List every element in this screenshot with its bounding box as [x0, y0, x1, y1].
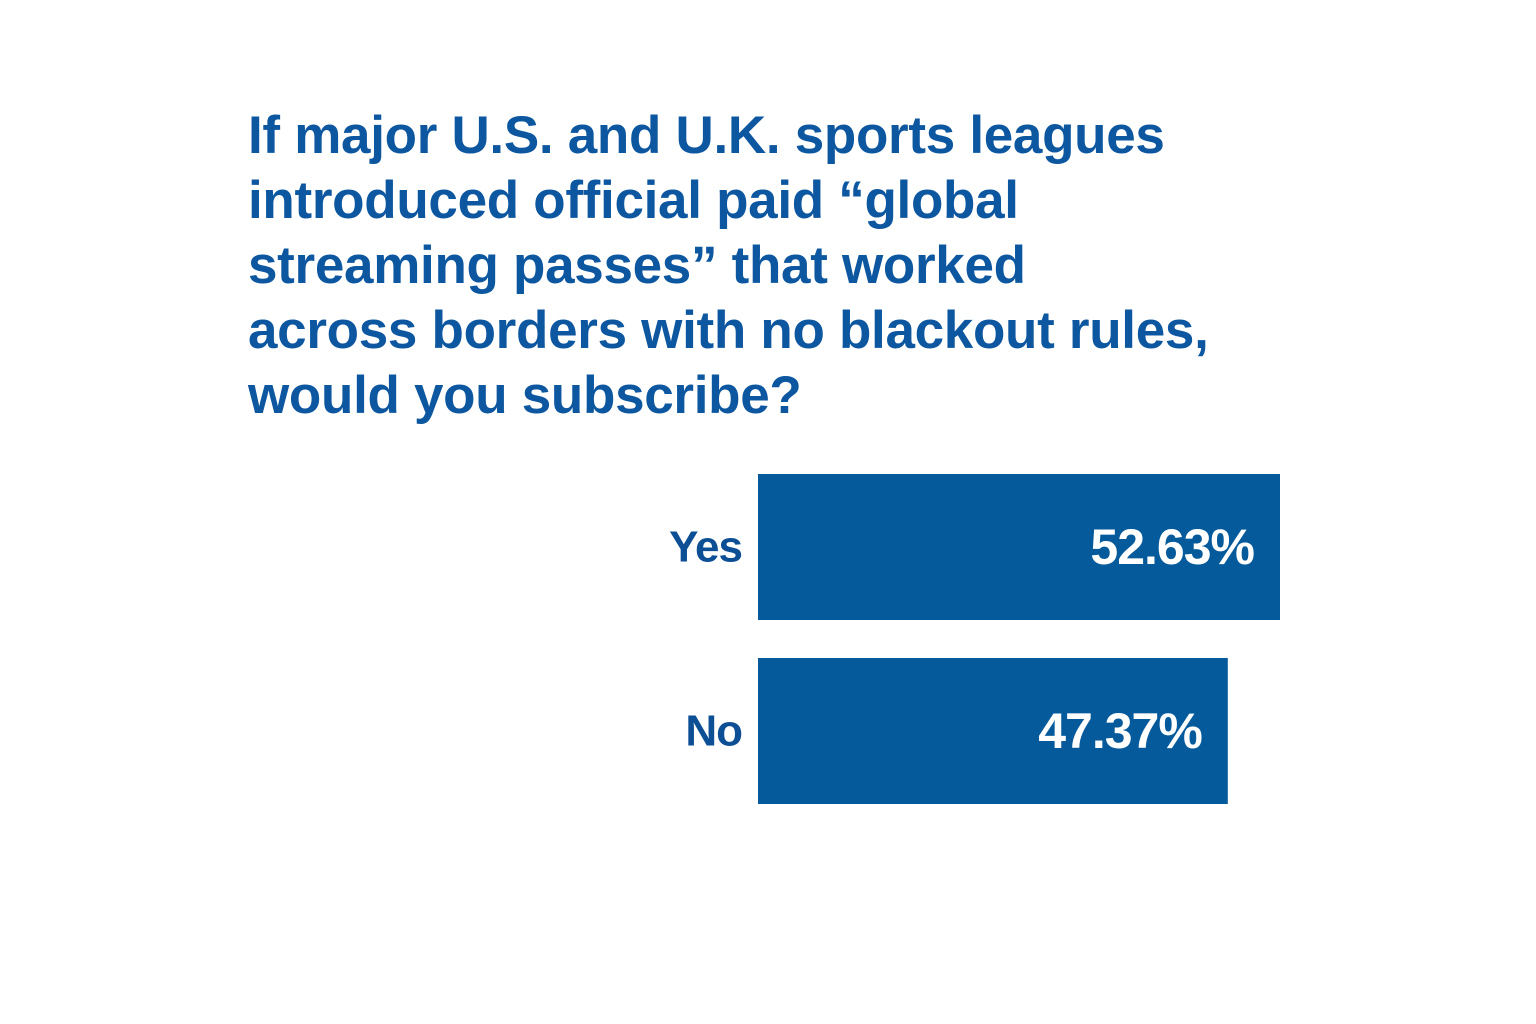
chart-title: If major U.S. and U.K. sports leagues in… [248, 103, 1348, 428]
chart-title-line-5: would you subscribe? [248, 366, 802, 425]
value-label-no: 47.37% [1038, 703, 1202, 759]
bar-yes [758, 474, 1280, 620]
chart-title-line-3: streaming passes” that worked [248, 236, 1026, 295]
category-label-no: No [685, 707, 742, 756]
chart-title-line-4: across borders with no blackout rules, [248, 301, 1209, 360]
category-label-yes: Yes [669, 523, 742, 572]
chart-title-line-2: introduced official paid “global [248, 171, 1019, 230]
value-label-yes: 52.63% [1090, 519, 1254, 575]
bar-no [758, 658, 1228, 804]
chart-title-line-1: If major U.S. and U.K. sports leagues [248, 106, 1165, 165]
